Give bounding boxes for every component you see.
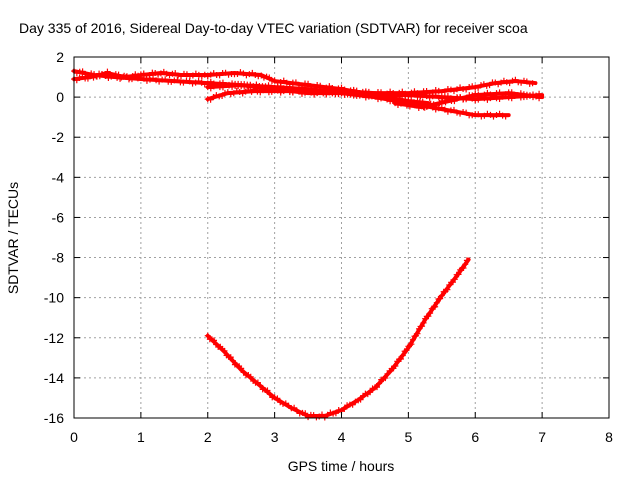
x-tick-label-3: 3 (271, 429, 279, 445)
y-tick-label-0: -16 (44, 410, 64, 426)
y-tick-label-5: -6 (52, 209, 65, 225)
x-tick-label-7: 7 (538, 429, 546, 445)
series-5-markers (392, 89, 543, 111)
y-tick-label-6: -4 (52, 169, 65, 185)
x-tick-label-5: 5 (404, 429, 412, 445)
y-tick-label-9: 2 (56, 49, 64, 65)
series-5 (392, 89, 545, 111)
grid (74, 57, 609, 418)
y-tick-label-3: -10 (44, 290, 64, 306)
x-tick-label-4: 4 (338, 429, 346, 445)
y-tick-label-4: -8 (52, 250, 65, 266)
x-tick-label-8: 8 (605, 429, 613, 445)
chart-title: Day 335 of 2016, Sidereal Day-to-day VTE… (19, 20, 528, 36)
data-series (71, 68, 545, 421)
y-tick-label-1: -14 (44, 370, 64, 386)
x-tick-label-2: 2 (204, 429, 212, 445)
series-6-markers (204, 257, 470, 421)
x-axis-label: GPS time / hours (288, 458, 395, 474)
y-tick-label-7: -2 (52, 129, 65, 145)
axis-ticks: 0 1 2 3 4 5 6 7 8 -16 -14 -12 -10 -8 -6 -4 -2 0 2 (44, 49, 613, 445)
y-tick-label-2: -12 (44, 330, 64, 346)
x-tick-label-6: 6 (471, 429, 479, 445)
y-axis-label: SDTVAR / TECUs (5, 182, 21, 294)
x-tick-label-1: 1 (137, 429, 145, 445)
series-6 (204, 257, 471, 421)
y-tick-label-8: 0 (56, 89, 64, 105)
x-tick-label-0: 0 (70, 429, 78, 445)
